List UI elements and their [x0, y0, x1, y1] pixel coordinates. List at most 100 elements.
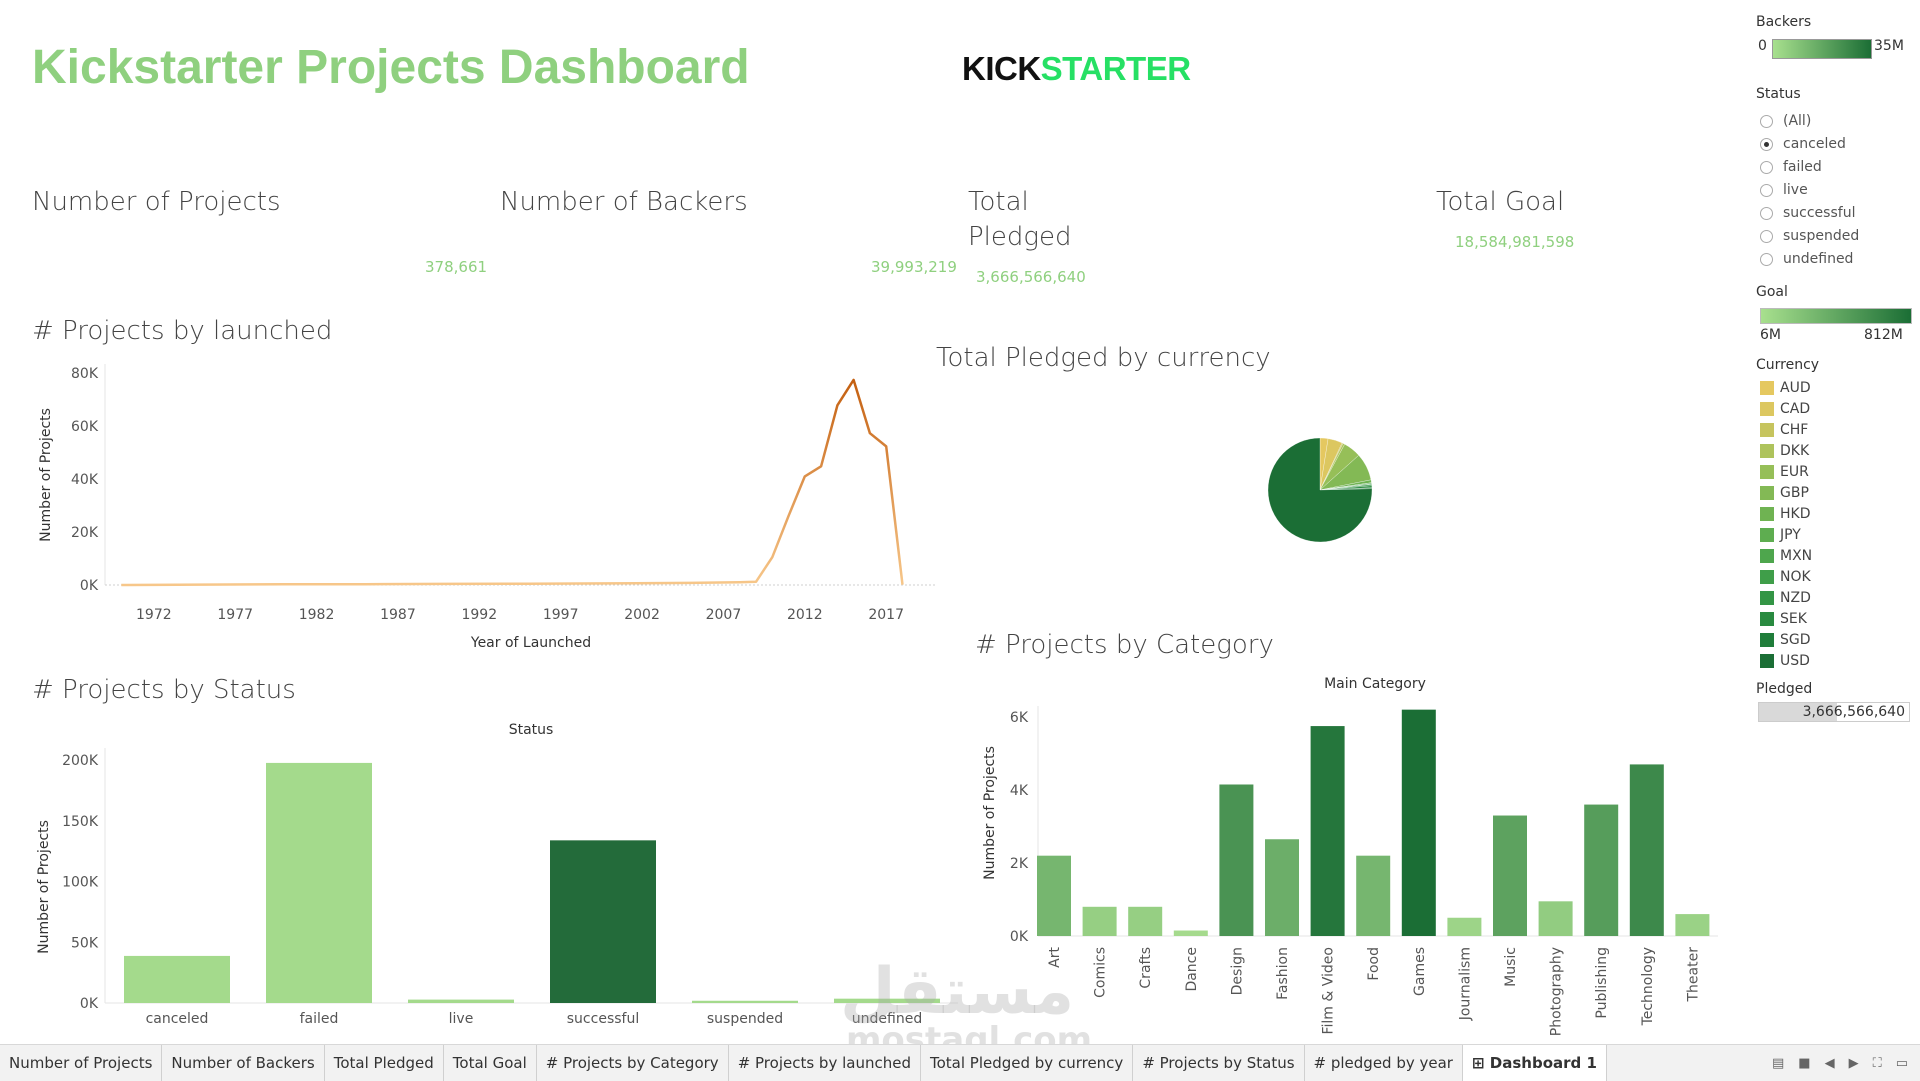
currency-legend-item[interactable]: CAD — [1760, 398, 1810, 419]
category-bar[interactable] — [1584, 804, 1619, 936]
pledged-slider[interactable]: 3,666,566,640 — [1758, 702, 1910, 722]
currency-legend-title: Currency — [1756, 357, 1820, 373]
sheet-tab[interactable]: Total Pledged — [325, 1045, 444, 1081]
kickstarter-logo: KICKSTARTER — [962, 50, 1191, 88]
launched-y-axis-label: Number of Projects — [38, 408, 54, 542]
radio-button[interactable] — [1760, 137, 1773, 151]
category-bar[interactable] — [1493, 815, 1527, 936]
category-bar[interactable] — [1538, 901, 1573, 936]
status-y-tick: 0K — [80, 996, 99, 1012]
currency-legend-item[interactable]: NOK — [1760, 566, 1811, 587]
radio-button[interactable] — [1760, 183, 1773, 197]
sheet-tab[interactable]: Number of Projects — [0, 1045, 163, 1081]
goal-color-ramp[interactable] — [1760, 308, 1912, 324]
category-bar[interactable] — [1356, 855, 1391, 936]
sheet-tab[interactable]: Total Goal — [444, 1045, 537, 1081]
category-bar-chart: Main Category 0K 2K 4K 6K Art Comics Crafts Da… — [982, 676, 1718, 1036]
currency-label: NOK — [1780, 568, 1811, 585]
category-bar[interactable] — [1128, 906, 1163, 936]
status-bar-suspended[interactable] — [692, 1000, 798, 1003]
status-option[interactable]: live — [1760, 179, 1808, 201]
currency-legend-item[interactable]: HKD — [1760, 503, 1811, 524]
filmstrip-icon[interactable]: ■ — [1798, 1055, 1811, 1071]
category-bar[interactable] — [1219, 784, 1254, 936]
radio-button[interactable] — [1760, 229, 1773, 243]
status-bar-failed[interactable] — [266, 762, 372, 1003]
category-bar[interactable] — [1629, 764, 1664, 936]
backers-max: 35M — [1874, 38, 1904, 54]
status-bar-canceled[interactable] — [124, 955, 230, 1003]
backers-filter-title: Backers — [1756, 14, 1812, 30]
fullscreen-icon[interactable]: ⛶ — [1872, 1055, 1882, 1071]
currency-legend-item[interactable]: EUR — [1760, 461, 1809, 482]
pledged-slider-fill — [1759, 703, 1837, 721]
category-bar[interactable] — [1037, 855, 1071, 936]
currency-legend-item[interactable]: MXN — [1760, 545, 1812, 566]
launched-y-tick: 60K — [71, 419, 99, 435]
currency-legend-item[interactable]: AUD — [1760, 377, 1811, 398]
radio-button[interactable] — [1760, 206, 1773, 220]
sheet-tab[interactable]: Number of Backers — [162, 1045, 325, 1081]
sheet-tab[interactable]: # pledged by year — [1305, 1045, 1463, 1081]
currency-label: CAD — [1780, 400, 1811, 417]
sheet-tab[interactable]: # Projects by Status — [1133, 1045, 1305, 1081]
radio-button[interactable] — [1760, 252, 1773, 266]
status-bar-undefined[interactable] — [834, 998, 940, 1003]
currency-swatch — [1760, 422, 1774, 437]
prev-sheet-icon[interactable]: ◀ — [1824, 1055, 1835, 1071]
category-bar[interactable] — [1173, 930, 1208, 936]
launched-x-axis-label: Year of Launched — [470, 635, 591, 651]
status-option-label: (All) — [1783, 113, 1812, 129]
sheet-tab[interactable]: # Projects by Category — [537, 1045, 729, 1081]
goal-filter-title: Goal — [1756, 284, 1788, 300]
status-option[interactable]: successful — [1760, 202, 1855, 224]
category-bar[interactable] — [1675, 914, 1710, 936]
status-y-tick: 100K — [62, 875, 99, 891]
currency-label: MXN — [1780, 547, 1813, 564]
currency-swatch — [1760, 464, 1774, 479]
pie-slice-usd[interactable] — [1267, 437, 1373, 543]
radio-button[interactable] — [1760, 160, 1773, 174]
category-bar[interactable] — [1310, 726, 1345, 936]
currency-pie-chart — [1267, 437, 1373, 543]
launched-y-tick: 40K — [71, 472, 99, 488]
category-bar[interactable] — [1082, 906, 1117, 936]
status-bar-successful[interactable] — [550, 840, 656, 1003]
sheet-tab[interactable]: ⊞ Dashboard 1 — [1462, 1045, 1607, 1081]
currency-legend-item[interactable]: SEK — [1760, 608, 1807, 629]
pledged-value: 3,666,566,640 — [1802, 704, 1905, 720]
currency-legend-item[interactable]: NZD — [1760, 587, 1811, 608]
currency-legend-item[interactable]: USD — [1760, 650, 1810, 671]
sheet-tab[interactable]: Total Pledged by currency — [921, 1045, 1134, 1081]
status-option[interactable]: (All) — [1760, 110, 1811, 132]
sheet-tab[interactable]: # Projects by launched — [729, 1045, 921, 1081]
currency-label: GBP — [1780, 484, 1809, 501]
category-y-tick: 0K — [1010, 929, 1029, 945]
backers-color-ramp[interactable] — [1772, 39, 1872, 59]
radio-button[interactable] — [1760, 114, 1773, 128]
present-icon[interactable]: ▭ — [1895, 1055, 1908, 1071]
status-option[interactable]: failed — [1760, 156, 1822, 178]
status-option[interactable]: suspended — [1760, 225, 1859, 247]
category-x-tick: Music — [1503, 947, 1519, 987]
currency-legend-item[interactable]: DKK — [1760, 440, 1809, 461]
backers-min: 0 — [1758, 38, 1767, 54]
status-x-tick: failed — [300, 1011, 339, 1027]
currency-legend-item[interactable]: JPY — [1760, 524, 1801, 545]
category-x-tick: Food — [1366, 947, 1382, 981]
category-bar[interactable] — [1401, 709, 1436, 936]
currency-label: NZD — [1780, 589, 1811, 606]
status-y-tick: 200K — [62, 753, 99, 769]
category-bar[interactable] — [1447, 917, 1482, 936]
status-y-axis-label: Number of Projects — [36, 820, 52, 954]
currency-legend-item[interactable]: SGD — [1760, 629, 1811, 650]
currency-legend-item[interactable]: GBP — [1760, 482, 1809, 503]
next-sheet-icon[interactable]: ▶ — [1848, 1055, 1859, 1071]
currency-legend-item[interactable]: CHF — [1760, 419, 1808, 440]
status-option[interactable]: undefined — [1760, 248, 1853, 270]
currency-swatch — [1760, 590, 1774, 605]
grid-view-icon[interactable]: ▤ — [1772, 1055, 1785, 1071]
status-bar-live[interactable] — [408, 999, 514, 1003]
category-bar[interactable] — [1265, 839, 1299, 936]
status-option[interactable]: canceled — [1760, 133, 1846, 155]
